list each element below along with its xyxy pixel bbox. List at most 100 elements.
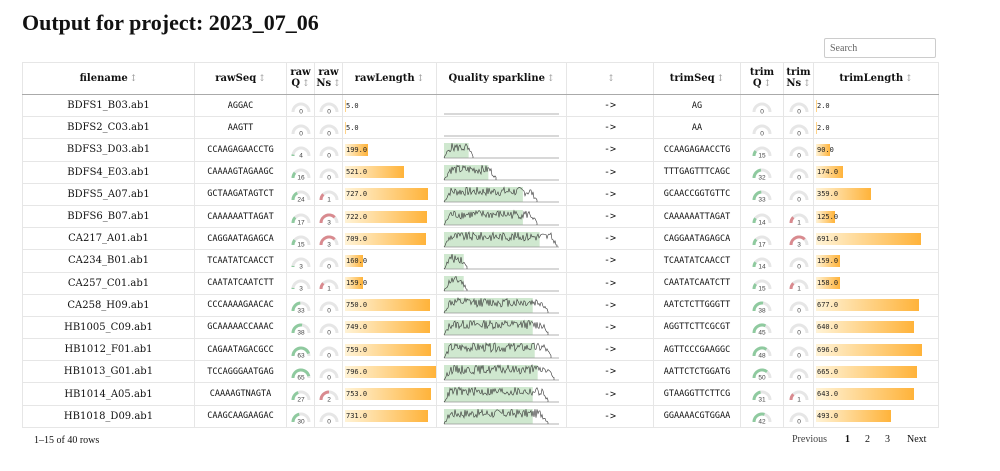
trim-ns-cell: 1 bbox=[783, 204, 814, 229]
table-row[interactable]: HB1013_G01.ab1 TCCAGGGAATGAG 65 0 796.0 -> AAT… bbox=[22, 360, 939, 384]
table-row[interactable]: CA257_C01.ab1 CAATATCAATCTT 3 1 159.0 -> CAATA… bbox=[22, 271, 939, 295]
gauge-chart: 3 bbox=[291, 279, 310, 293]
gauge-value-arc bbox=[752, 190, 762, 201]
gauge-track bbox=[319, 368, 338, 379]
gauge-chart: 0 bbox=[319, 301, 338, 315]
gauge-value-arc bbox=[291, 171, 296, 179]
trim-q-cell: 17 bbox=[740, 227, 784, 251]
table-row[interactable]: BDFS5_A07.ab1 GCTAAGATAGTCT 24 1 727.0 -> GCAA… bbox=[22, 182, 939, 206]
gauge-chart: 38 bbox=[752, 301, 772, 315]
gauge-track bbox=[789, 301, 808, 312]
col-filename[interactable]: filename ↕ bbox=[22, 62, 195, 95]
gauge-value-arc bbox=[319, 235, 336, 245]
gauge-chart: 3 bbox=[789, 235, 808, 248]
gauge-label: 3 bbox=[327, 219, 331, 226]
filename-cell: HB1014_A05.ab1 bbox=[22, 382, 195, 406]
gauge-label: 15 bbox=[758, 286, 766, 293]
raw-seq-cell: AAGTT bbox=[194, 116, 287, 140]
table-row[interactable]: HB1014_A05.ab1 CAAAAGTNAGTA 27 2 753.0 -> GTAA… bbox=[22, 382, 939, 406]
length-bar-fill bbox=[816, 277, 841, 290]
col-sparkline[interactable]: Quality sparkline ↕ bbox=[436, 62, 567, 95]
table-row[interactable]: HB1018_D09.ab1 CAAGCAAGAAGAC 30 0 731.0 -> GGA… bbox=[22, 404, 939, 428]
gauge-label: 0 bbox=[327, 152, 331, 159]
length-bar: 199.0 bbox=[345, 143, 436, 156]
previous-page-button[interactable]: Previous bbox=[792, 434, 827, 445]
col-arrow[interactable]: ↕ bbox=[566, 62, 654, 95]
trim-length-cell: 696.0 bbox=[813, 338, 939, 362]
sparkline-cell bbox=[436, 293, 567, 317]
table-row[interactable]: CA258_H09.ab1 CCCAAAAGAACAC 33 0 750.0 -> AATC… bbox=[22, 293, 939, 317]
col-rawseq[interactable]: rawSeq ↕ bbox=[194, 62, 287, 95]
trim-seq-cell: CAGGAATAGAGCA bbox=[653, 227, 741, 251]
next-page-button[interactable]: Next bbox=[907, 434, 927, 445]
table-row[interactable]: HB1012_F01.ab1 CAGAATAGACGCC 63 0 759.0 -> AGT… bbox=[22, 338, 939, 362]
page-1-button[interactable]: 1 bbox=[845, 434, 850, 445]
page-2-button[interactable]: 2 bbox=[865, 434, 870, 445]
length-bar-fill bbox=[345, 388, 431, 401]
sparkline-cell bbox=[436, 338, 567, 362]
gauge-label: 45 bbox=[758, 330, 766, 337]
trim-length-cell: 159.0 bbox=[813, 249, 939, 273]
table-row[interactable]: BDFS3_D03.ab1 CCAAGAGAACCTG 4 0 199.0 -> CCAAG… bbox=[22, 138, 939, 162]
table-row[interactable]: HB1005_C09.ab1 GCAAAAACCAAAC 38 0 749.0 -> AGG… bbox=[22, 315, 939, 340]
gauge-label: 30 bbox=[297, 419, 305, 426]
trim-length-cell: 691.0 bbox=[813, 227, 939, 251]
col-trimlength[interactable]: trimLength ↕ bbox=[813, 62, 939, 95]
raw-q-cell: 33 bbox=[286, 293, 315, 317]
gauge-label: 0 bbox=[760, 130, 764, 137]
gauge-label: 17 bbox=[297, 219, 305, 226]
col-rawns[interactable]: raw Ns ↕ bbox=[314, 62, 343, 95]
table-row[interactable]: BDFS2_C03.ab1 AAGTT 0 0 5.0 -> AA 0 0 2.0 bbox=[22, 116, 939, 140]
length-value: 759.0 bbox=[346, 345, 368, 354]
table-row[interactable]: BDFS1_B03.ab1 AGGAC 0 0 5.0 -> AG 0 0 2.0 bbox=[22, 93, 939, 118]
gauge-chart: 3 bbox=[319, 235, 338, 248]
table-row[interactable]: CA217_A01.ab1 CAGGAATAGAGCA 15 3 709.0 -> CAGG… bbox=[22, 227, 939, 251]
filename-cell: CA258_H09.ab1 bbox=[22, 293, 195, 317]
trim-q-cell: 15 bbox=[740, 271, 784, 295]
trim-seq-cell: AGGTTCTTCGCGT bbox=[653, 315, 741, 340]
gauge-chart: 48 bbox=[752, 346, 772, 359]
length-bar: 643.0 bbox=[816, 388, 938, 401]
length-bar: 759.0 bbox=[345, 343, 436, 356]
trim-ns-cell: 0 bbox=[783, 160, 814, 184]
gauge-value-arc bbox=[291, 368, 310, 379]
sparkline-line bbox=[443, 297, 548, 314]
filename-cell: CA234_B01.ab1 bbox=[22, 249, 195, 273]
raw-q-cell: 0 bbox=[286, 116, 315, 140]
length-value: 677.0 bbox=[817, 301, 839, 310]
raw-q-cell: 15 bbox=[286, 227, 315, 251]
page-3-button[interactable]: 3 bbox=[885, 434, 890, 445]
col-trimseq[interactable]: trimSeq ↕ bbox=[653, 62, 741, 95]
gauge-label: 50 bbox=[758, 374, 766, 381]
gauge-chart: 30 bbox=[291, 412, 310, 426]
length-value: 731.0 bbox=[346, 412, 368, 421]
trim-ns-cell: 0 bbox=[783, 93, 814, 118]
col-rawlength[interactable]: rawLength ↕ bbox=[342, 62, 437, 95]
col-rawq[interactable]: raw Q ↕ bbox=[286, 62, 315, 95]
search-input[interactable] bbox=[824, 38, 936, 58]
sort-icon: ↕ bbox=[716, 73, 725, 84]
length-bar-fill bbox=[816, 232, 922, 245]
table-row[interactable]: BDFS6_B07.ab1 CAAAAAATTAGAT 17 3 722.0 -> CAAA… bbox=[22, 204, 939, 229]
raw-length-cell: 521.0 bbox=[342, 160, 437, 184]
gauge-chart: 0 bbox=[319, 124, 338, 137]
gauge-track bbox=[291, 146, 310, 157]
raw-seq-cell: GCAAAAACCAAAC bbox=[194, 315, 287, 340]
gauge-chart: 15 bbox=[752, 146, 772, 159]
length-value: 796.0 bbox=[346, 367, 368, 376]
table-row[interactable]: CA234_B01.ab1 TCAATATCAACCT 3 0 160.0 -> TCAAT… bbox=[22, 249, 939, 273]
gauge-label: 38 bbox=[758, 308, 766, 315]
length-bar-fill bbox=[816, 365, 918, 378]
table-row[interactable]: BDFS4_E03.ab1 CAAAAGTAGAAGC 16 0 521.0 -> TTTG… bbox=[22, 160, 939, 184]
raw-seq-cell: CCAAGAGAACCTG bbox=[194, 138, 287, 162]
col-trimq[interactable]: trim Q ↕ bbox=[740, 62, 784, 95]
trim-length-cell: 125.0 bbox=[813, 204, 939, 229]
sort-icon: ↕ bbox=[416, 73, 425, 84]
sparkline-line bbox=[443, 186, 537, 203]
gauge-track bbox=[789, 146, 808, 157]
trim-length-cell: 665.0 bbox=[813, 360, 939, 384]
raw-ns-cell: 2 bbox=[314, 382, 343, 406]
col-trimns[interactable]: trim Ns ↕ bbox=[783, 62, 814, 95]
sort-icon: ↕ bbox=[607, 73, 615, 84]
sparkline-band bbox=[443, 342, 535, 358]
